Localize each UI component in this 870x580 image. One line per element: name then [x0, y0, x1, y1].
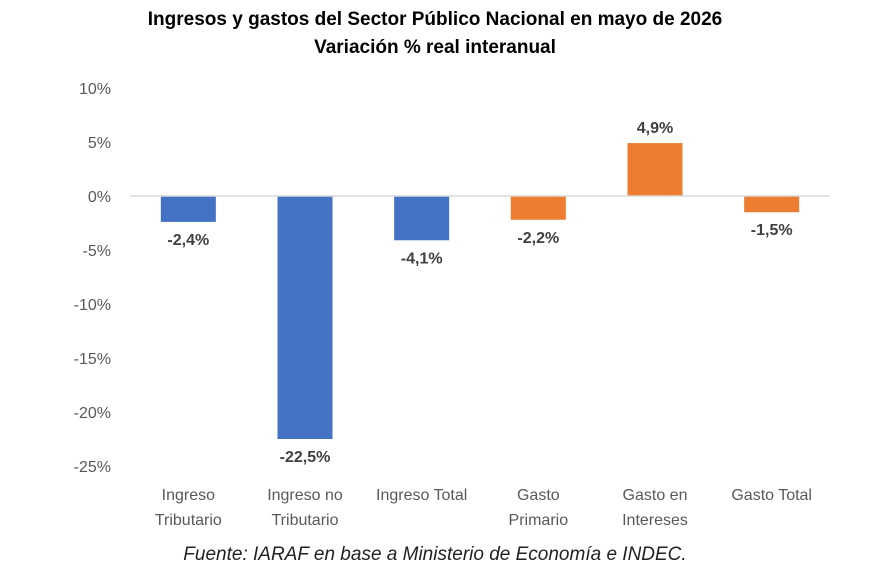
data-label: -1,5%: [751, 222, 793, 239]
y-tick-label: -25%: [74, 459, 111, 476]
x-tick-label: Ingreso: [162, 487, 215, 504]
y-tick-label: -20%: [74, 405, 111, 422]
x-tick-label: Ingreso no: [267, 487, 343, 504]
y-tick-label: -10%: [74, 297, 111, 314]
x-tick-label: Intereses: [622, 512, 688, 529]
data-label: 4,9%: [637, 120, 673, 137]
source-note: Fuente: IARAF en base a Ministerio de Ec…: [183, 544, 687, 565]
bar: [277, 196, 333, 439]
x-tick-label: Tributario: [155, 512, 222, 529]
x-tick-label: Gasto: [517, 487, 560, 504]
y-tick-label: 10%: [79, 81, 111, 98]
x-tick-label: Tributario: [272, 512, 339, 529]
data-label: -22,5%: [280, 449, 331, 466]
data-label: -4,1%: [401, 250, 443, 267]
data-label: -2,2%: [517, 230, 559, 247]
y-tick-label: 5%: [88, 135, 111, 152]
y-tick-label: 0%: [88, 189, 111, 206]
bar: [394, 196, 450, 241]
x-tick-label: Gasto Total: [731, 487, 812, 504]
chart-subtitle: Variación % real interanual: [314, 37, 556, 58]
x-tick-label: Gasto en: [623, 487, 688, 504]
data-label: -2,4%: [167, 232, 209, 249]
bar: [744, 196, 800, 213]
bar: [510, 196, 566, 220]
x-tick-label: Primario: [509, 512, 569, 529]
chart-title: Ingresos y gastos del Sector Público Nac…: [147, 9, 723, 30]
y-tick-label: -15%: [74, 351, 111, 368]
x-tick-label: Ingreso Total: [376, 487, 467, 504]
bar: [627, 143, 683, 196]
y-tick-label: -5%: [83, 243, 111, 260]
bar: [160, 196, 216, 222]
bar-chart: 10% 5% 0% -5% -10% -15% -20% -25% -2,4% -22,5% -4,…: [74, 81, 830, 529]
